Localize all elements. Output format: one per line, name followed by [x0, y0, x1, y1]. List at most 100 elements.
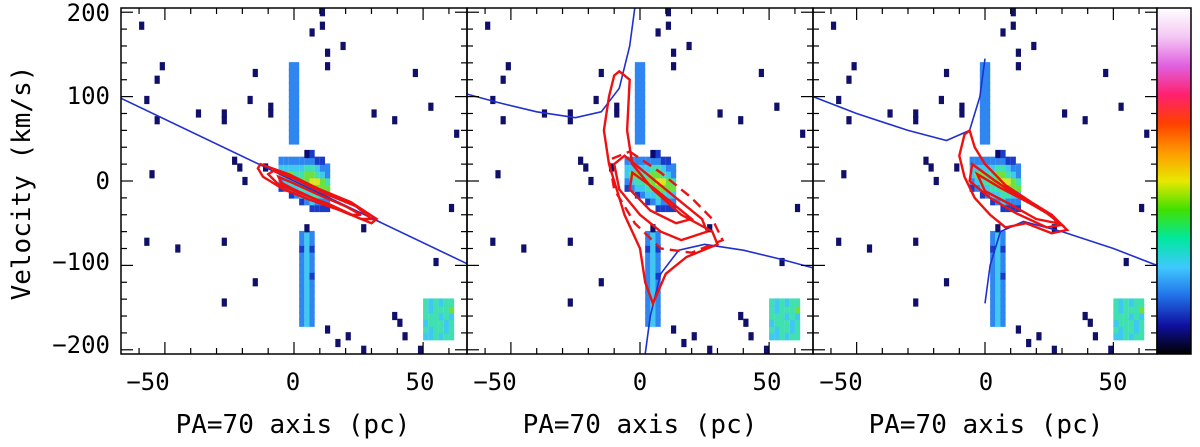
heat-cell: [309, 163, 315, 172]
model-curve-upper: [813, 58, 986, 142]
heat-cell: [789, 298, 795, 307]
noise-cell: [159, 62, 165, 71]
heat-cell: [294, 170, 300, 179]
noise-cell: [846, 75, 852, 84]
heat-cell: [1118, 325, 1124, 334]
heat-cell: [985, 156, 991, 165]
noise-cell: [665, 21, 672, 30]
noise-cell: [247, 95, 253, 105]
heat-cell: [304, 311, 310, 321]
heat-cell: [995, 244, 1001, 253]
heat-cell: [1000, 230, 1006, 240]
heat-cell: [774, 318, 780, 327]
noise-cell: [851, 62, 857, 71]
heat-cell: [634, 170, 641, 179]
heat-cell: [443, 332, 449, 341]
model-curve-lower: [984, 220, 1157, 304]
x-tick-value: 50: [488, 368, 517, 396]
heat-cell: [979, 95, 986, 105]
heat-cell: [650, 271, 656, 280]
heat-cell: [655, 257, 661, 267]
heat-cell: [629, 183, 635, 192]
x-tick-label: 50: [753, 368, 782, 396]
panel-middle: [466, 7, 814, 355]
heat-cell: [979, 109, 986, 118]
heat-cell: [304, 291, 310, 300]
heat-cell: [1113, 305, 1119, 314]
noise-cell: [995, 224, 1001, 233]
noise-cell: [268, 109, 274, 118]
y-tick-label: −100: [52, 248, 110, 276]
noise-cell: [319, 21, 326, 30]
heat-cell: [784, 298, 790, 307]
noise-cell: [593, 95, 599, 105]
heat-cell: [428, 332, 434, 341]
heat-cell: [794, 325, 801, 334]
heat-cell: [655, 298, 661, 307]
heat-cell: [655, 156, 661, 165]
heat-cell: [428, 298, 434, 307]
heat-cell: [1005, 156, 1011, 165]
heat-cell: [655, 176, 661, 186]
heat-cell: [438, 298, 444, 307]
heat-cell: [1005, 197, 1011, 206]
x-tick-value: 50: [141, 368, 170, 396]
heat-cell: [1015, 197, 1022, 206]
heat-cell: [304, 298, 310, 307]
heat-cell: [1000, 284, 1006, 294]
noise-cell: [598, 278, 604, 287]
noise-cell: [175, 244, 181, 253]
heat-cell: [299, 170, 305, 179]
heat-cell: [1123, 298, 1129, 307]
heat-cell: [634, 62, 641, 71]
noise-cell: [614, 109, 620, 118]
heat-cell: [1139, 318, 1145, 327]
noise-cell: [309, 28, 315, 37]
heat-cell: [294, 109, 300, 118]
heat-cell: [655, 251, 661, 260]
heat-cell: [299, 318, 305, 327]
heat-cell: [979, 116, 986, 125]
heat-cell: [774, 332, 780, 341]
noise-cell: [1139, 203, 1145, 213]
heat-cell: [433, 298, 439, 307]
noise-cell: [1062, 109, 1068, 118]
noise-cell: [943, 278, 950, 287]
heat-cell: [769, 298, 775, 307]
heat-cell: [650, 264, 656, 273]
heat-cell: [288, 109, 295, 118]
heat-cell: [1005, 190, 1011, 199]
noise-cell: [800, 129, 806, 138]
x-tick-label: −50: [819, 368, 862, 396]
heat-cell: [304, 305, 310, 314]
heat-cell: [985, 102, 991, 111]
noise-cell: [763, 345, 770, 354]
noise-cell: [490, 95, 496, 105]
noise-cell: [567, 109, 573, 118]
heat-cell: [319, 176, 326, 186]
noise-cell: [237, 163, 243, 172]
heat-cell: [794, 305, 801, 314]
heat-cell: [634, 95, 641, 105]
heat-cell: [294, 163, 300, 172]
noise-cell: [149, 170, 155, 179]
y-axis-labels: 200 100 0 −100 −200 Velocity (km/s): [7, 0, 110, 359]
heat-cell: [309, 190, 315, 199]
heat-cell: [288, 116, 295, 125]
noise-cell: [913, 116, 919, 125]
heat-cell: [974, 156, 980, 165]
heat-cell: [299, 271, 305, 280]
heat-cell: [1133, 325, 1140, 334]
noise-cell: [1082, 116, 1088, 125]
heat-cell: [319, 170, 326, 179]
heat-cell: [304, 170, 310, 179]
heat-cell: [640, 95, 646, 105]
heat-cell: [990, 298, 996, 307]
heat-cell: [624, 170, 630, 179]
heat-cell: [660, 156, 666, 165]
heat-cell: [288, 136, 295, 145]
heat-cell: [1000, 183, 1006, 192]
heat-cell: [428, 325, 434, 334]
heat-cell: [794, 318, 801, 327]
noise-cell: [221, 109, 227, 118]
